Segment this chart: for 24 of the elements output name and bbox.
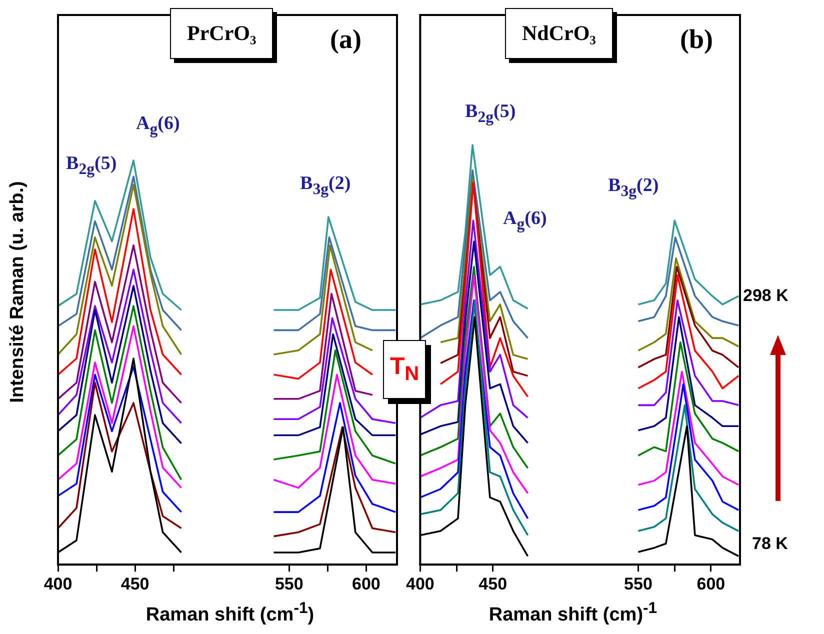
text: 78 K [752, 534, 788, 554]
annotation: T$_{N}$ [383, 340, 426, 399]
annotation: B$_{2g}$(5) [66, 153, 117, 179]
x-tick-label: 450 [120, 574, 150, 594]
x-tick-label: 550 [274, 574, 304, 594]
text: A$_{g}$(6) [136, 113, 180, 139]
text: (a) [330, 24, 362, 55]
text: B$_{2g}$(5) [465, 101, 516, 127]
x-tick-label: 600 [352, 574, 380, 594]
x-tick-label: 400 [44, 574, 72, 594]
annotation: A$_{g}$(6) [503, 208, 547, 234]
text: 298 K [743, 286, 788, 306]
x-tick-label: 450 [478, 574, 508, 594]
x-axis-title: Raman shift (cm$^{-1}$) [144, 600, 316, 626]
y-axis-title: Intensité Raman (u. arb.) [7, 180, 29, 405]
x-axis-title: Raman shift (cm)$^{-1}$ [488, 600, 658, 626]
text: (b) [680, 24, 713, 55]
text: PrCrO₃ [170, 8, 274, 59]
text: NdCrO₃ [505, 8, 613, 59]
x-tick-label: 550 [624, 574, 652, 594]
x-tick-label: 600 [696, 574, 726, 594]
annotation: B$_{3g}$(2) [300, 173, 351, 199]
annotation: B$_{3g}$(2) [608, 175, 659, 201]
x-tick-label: 400 [406, 574, 434, 594]
